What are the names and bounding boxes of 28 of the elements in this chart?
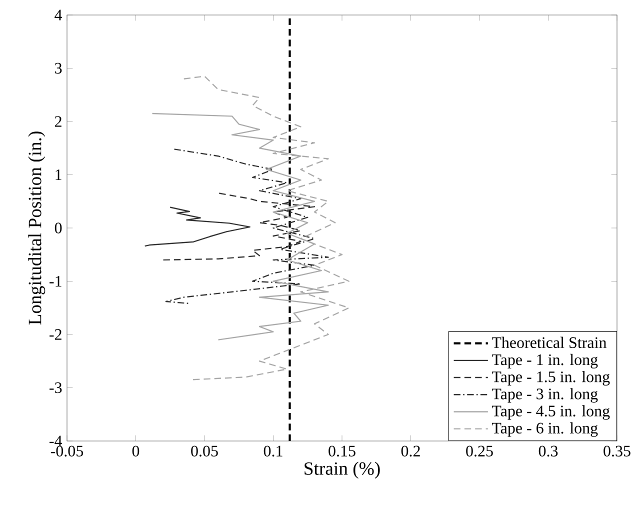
y-tick-label: -1	[50, 276, 62, 287]
x-tick-label: -0.05	[50, 446, 84, 457]
y-tick-label: 4	[54, 10, 62, 20]
x-tick-label: 0.35	[604, 446, 630, 457]
line-series	[165, 148, 329, 304]
legend-label: Tape - 1.5 in. long	[492, 370, 610, 386]
x-tick-label: 0.2	[401, 446, 420, 457]
x-tick-label: 0.3	[538, 446, 558, 457]
y-tick-label: 3	[55, 62, 62, 74]
x-tick-label: 0.05	[191, 446, 218, 457]
y-tick-label: 2	[55, 116, 62, 127]
x-tick-label: 0.25	[466, 446, 493, 457]
legend-label: Tape - 4.5 in. long	[492, 405, 610, 420]
y-tick-label: -3	[50, 382, 62, 394]
line-series	[144, 206, 250, 247]
x-tick-label: 0	[132, 446, 140, 456]
legend-label: Tape - 6 in. long	[492, 422, 598, 437]
x-axis-title: Strain (%)	[304, 462, 380, 479]
legend-label: Theoretical Strain	[492, 336, 606, 348]
y-axis-title: Longitudital Position (in.)	[28, 132, 46, 325]
legend-label: Tape - 1 in. long	[492, 354, 598, 368]
y-tick-label: 0	[54, 222, 62, 234]
y-tick-label: -4	[50, 436, 62, 446]
x-tick-label: 0.1	[264, 446, 282, 457]
x-tick-label: 0.15	[328, 446, 356, 457]
y-tick-label: -2	[50, 329, 62, 340]
y-tick-label: 1	[56, 169, 62, 180]
legend-label: Tape - 3 in. long	[492, 388, 598, 403]
